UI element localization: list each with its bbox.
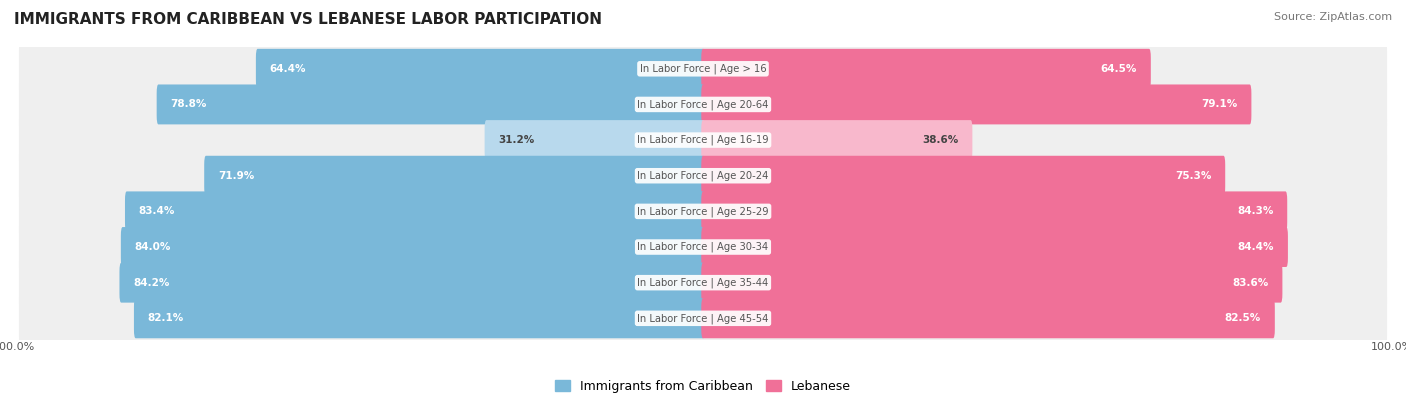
FancyBboxPatch shape <box>18 62 1388 147</box>
FancyBboxPatch shape <box>702 85 1251 124</box>
Text: 84.2%: 84.2% <box>134 278 170 288</box>
Text: 82.1%: 82.1% <box>148 313 184 324</box>
Text: 83.6%: 83.6% <box>1233 278 1268 288</box>
FancyBboxPatch shape <box>120 263 704 303</box>
Text: IMMIGRANTS FROM CARIBBEAN VS LEBANESE LABOR PARTICIPATION: IMMIGRANTS FROM CARIBBEAN VS LEBANESE LA… <box>14 12 602 27</box>
Text: 64.4%: 64.4% <box>270 64 307 74</box>
FancyBboxPatch shape <box>702 156 1225 196</box>
Text: 84.3%: 84.3% <box>1237 206 1274 216</box>
FancyBboxPatch shape <box>702 120 973 160</box>
FancyBboxPatch shape <box>256 49 704 89</box>
FancyBboxPatch shape <box>702 298 1275 338</box>
Text: 38.6%: 38.6% <box>922 135 959 145</box>
Text: In Labor Force | Age 35-44: In Labor Force | Age 35-44 <box>637 277 769 288</box>
Text: In Labor Force | Age 16-19: In Labor Force | Age 16-19 <box>637 135 769 145</box>
Text: In Labor Force | Age > 16: In Labor Force | Age > 16 <box>640 64 766 74</box>
FancyBboxPatch shape <box>485 120 704 160</box>
FancyBboxPatch shape <box>134 298 704 338</box>
Legend: Immigrants from Caribbean, Lebanese: Immigrants from Caribbean, Lebanese <box>550 375 856 395</box>
Text: 78.8%: 78.8% <box>170 100 207 109</box>
FancyBboxPatch shape <box>18 276 1388 361</box>
Text: Source: ZipAtlas.com: Source: ZipAtlas.com <box>1274 12 1392 22</box>
FancyBboxPatch shape <box>156 85 704 124</box>
FancyBboxPatch shape <box>702 263 1282 303</box>
Text: 79.1%: 79.1% <box>1201 100 1237 109</box>
Text: 84.0%: 84.0% <box>135 242 172 252</box>
FancyBboxPatch shape <box>204 156 704 196</box>
Text: 83.4%: 83.4% <box>139 206 176 216</box>
FancyBboxPatch shape <box>702 227 1288 267</box>
Text: In Labor Force | Age 45-54: In Labor Force | Age 45-54 <box>637 313 769 324</box>
Text: 82.5%: 82.5% <box>1225 313 1261 324</box>
Text: 71.9%: 71.9% <box>218 171 254 181</box>
Text: 84.4%: 84.4% <box>1237 242 1274 252</box>
Text: 31.2%: 31.2% <box>498 135 534 145</box>
FancyBboxPatch shape <box>121 227 704 267</box>
FancyBboxPatch shape <box>18 205 1388 290</box>
FancyBboxPatch shape <box>18 98 1388 182</box>
Text: In Labor Force | Age 20-24: In Labor Force | Age 20-24 <box>637 171 769 181</box>
FancyBboxPatch shape <box>18 26 1388 111</box>
Text: In Labor Force | Age 30-34: In Labor Force | Age 30-34 <box>637 242 769 252</box>
Text: 75.3%: 75.3% <box>1175 171 1212 181</box>
FancyBboxPatch shape <box>702 49 1152 89</box>
Text: 64.5%: 64.5% <box>1101 64 1137 74</box>
FancyBboxPatch shape <box>18 240 1388 325</box>
FancyBboxPatch shape <box>125 192 704 231</box>
FancyBboxPatch shape <box>18 133 1388 218</box>
FancyBboxPatch shape <box>702 192 1288 231</box>
FancyBboxPatch shape <box>18 169 1388 254</box>
Text: In Labor Force | Age 25-29: In Labor Force | Age 25-29 <box>637 206 769 216</box>
Text: In Labor Force | Age 20-64: In Labor Force | Age 20-64 <box>637 99 769 110</box>
